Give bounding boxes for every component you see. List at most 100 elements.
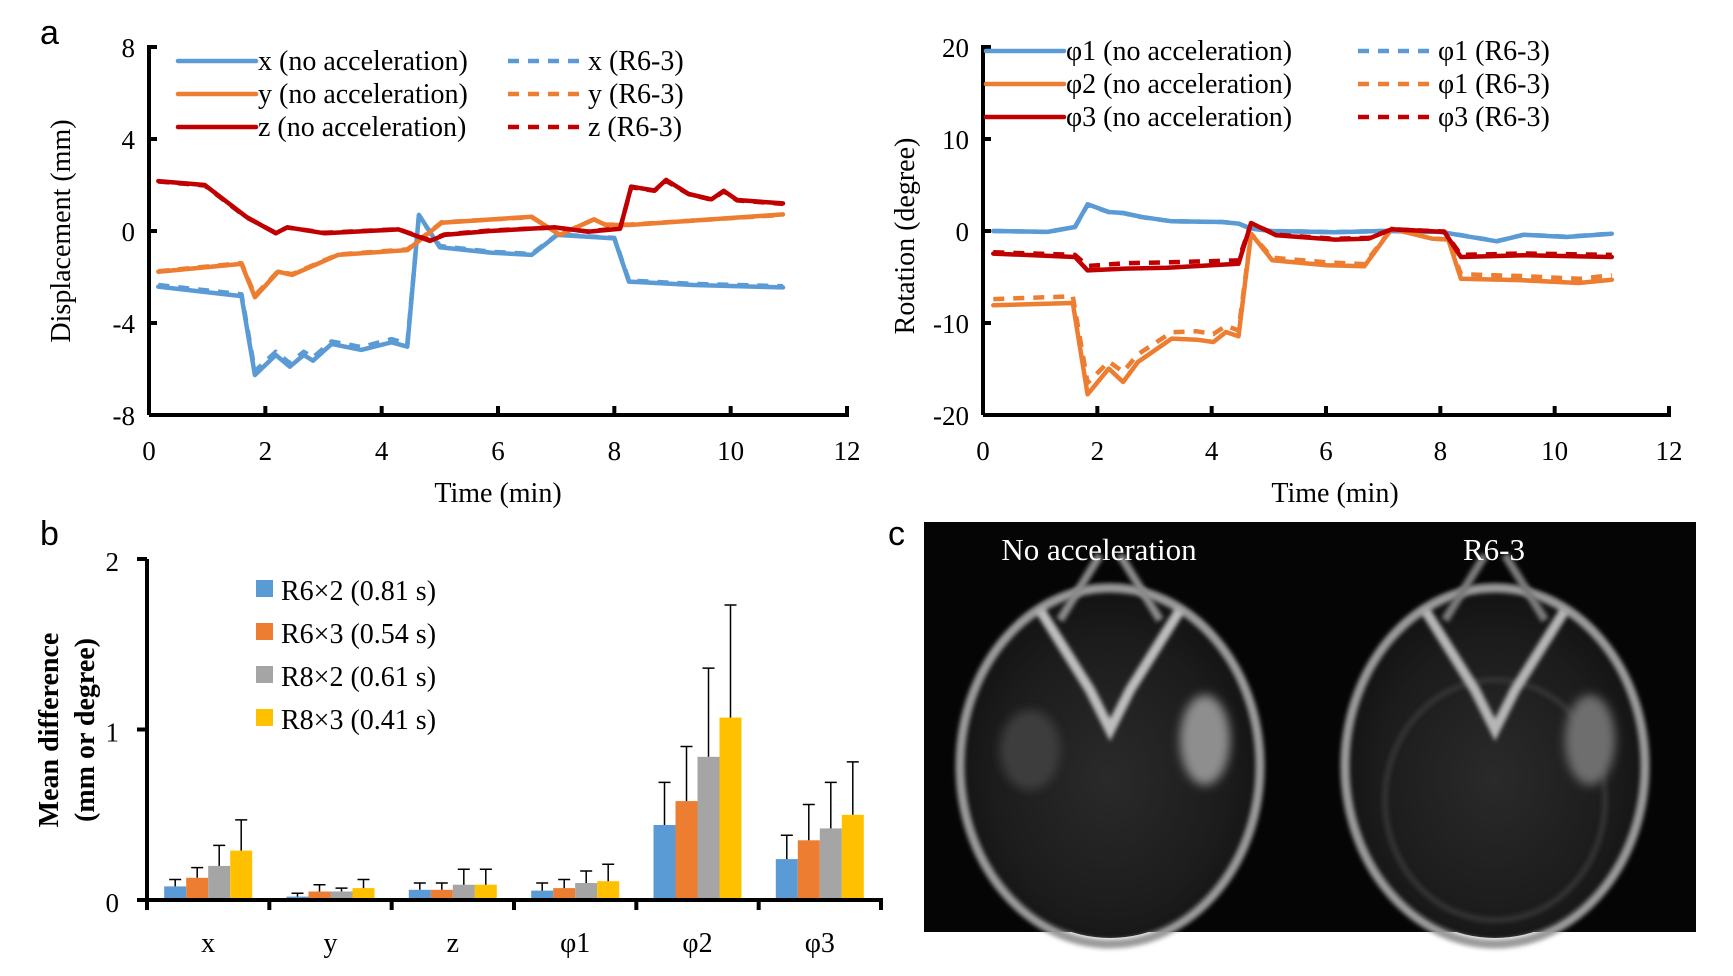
displacement-series-group: [156, 177, 786, 378]
mri-image-r6-3: [1340, 552, 1650, 949]
error-bar-phi2-r8x3-0-41-s: [724, 604, 737, 718]
error-bar-phi2-r8x2-0-61-s: [702, 667, 715, 757]
legend-label: R8×2 (0.61 s): [281, 662, 436, 693]
y-tick-label: 8: [122, 33, 136, 63]
legend-label: y (R6-3): [588, 79, 684, 110]
legend-label: R8×3 (0.41 s): [281, 705, 436, 736]
rotation-axes: -20 -10 0 10 20 0 2 4 6 8 10 12: [933, 33, 1683, 466]
bar-phi2-r6x2-0-81-s: [653, 825, 676, 900]
bar-z-r8x2-0-61-s: [452, 884, 475, 900]
error-bar-z-r8x3-0-41-s: [479, 868, 492, 885]
series-line-y-r6-3-dashed: [158, 212, 784, 298]
rotation-series-group: [991, 202, 1615, 397]
error-bar-x-r8x2-0-61-s: [213, 844, 226, 866]
skull-outline: [955, 583, 1265, 949]
legend-item-phi3-r6-3-dashed: φ3 (R6-3): [1358, 102, 1550, 133]
legend-item-phi1-r6-3-dashed: φ1 (R6-3): [1358, 36, 1550, 67]
displacement-chart: -8 -4 0 4 8 0 2 4 6 8 10 12 x (no acceleration) x (R…: [46, 33, 861, 509]
bar-phi1-r8x2-0-61-s: [575, 883, 598, 900]
legend-swatch: [256, 666, 273, 683]
legend-swatch: [256, 709, 273, 726]
mri-label-r6-3: R6-3: [1463, 532, 1525, 567]
x-tick-label: 12: [1656, 436, 1683, 466]
bar-phi2-r8x2-0-61-s: [697, 756, 720, 900]
legend-label: z (R6-3): [588, 112, 682, 143]
bar-group-phi2: [653, 604, 742, 900]
bar-phi3-r6x3-0-54-s: [797, 840, 820, 900]
legend-item-r8x2-0-61-s: R8×2 (0.61 s): [256, 662, 436, 693]
bar-y-r8x3-0-41-s: [352, 888, 375, 900]
legend-item-r6x2-0-81-s: R6×2 (0.81 s): [256, 576, 436, 607]
category-label-phi3: φ3: [805, 928, 835, 959]
bar-phi1-r6x3-0-54-s: [553, 888, 576, 900]
legend-item-x-r6-3-dashed: x (R6-3): [508, 46, 684, 77]
bar-group-phi3: [775, 761, 864, 901]
error-bar-z-r8x2-0-61-s: [457, 868, 470, 885]
legend-label: R6×3 (0.54 s): [281, 619, 436, 650]
panel-label-c: c: [888, 515, 905, 553]
error-bar-phi2-r6x3-0-54-s: [680, 745, 693, 802]
y-tick-label: 4: [122, 125, 136, 155]
x-tick-label: 8: [608, 436, 622, 466]
series-line-phi3-r6-3-dashed: [993, 220, 1612, 269]
x-tick-label: 10: [717, 436, 744, 466]
displacement-axes: -8 -4 0 4 8 0 2 4 6 8 10 12: [113, 33, 861, 466]
series-line-z-no-acceleration: [156, 177, 786, 244]
rotation-x-axis-title: Time (min): [1271, 478, 1398, 509]
x-tick-label: 10: [1541, 436, 1568, 466]
panel-label-b: b: [40, 515, 59, 553]
bar-phi1-r6x2-0-81-s: [531, 890, 554, 900]
legend-swatch: [256, 580, 273, 597]
x-tick-label: 6: [491, 436, 505, 466]
category-label-phi2: φ2: [682, 928, 712, 959]
error-bar-y-r8x3-0-41-s: [357, 878, 370, 889]
legend-label: z (no acceleration): [258, 112, 466, 143]
displacement-legend: x (no acceleration) x (R6-3) y (no acceler…: [175, 46, 684, 143]
x-tick-label: 8: [1434, 436, 1448, 466]
bar-group-y: [286, 878, 375, 900]
legend-item-phi1-no-acceleration: φ1 (no acceleration): [983, 36, 1292, 67]
mri-images-panel: No acceleration R6-3: [924, 522, 1696, 949]
x-tick-label: 6: [1319, 436, 1333, 466]
mean-difference-axes: x y z φ1 φ2 φ3 0 1 2: [106, 547, 883, 959]
x-tick-label: 2: [1091, 436, 1105, 466]
error-bar-z-r6x2-0-81-s: [413, 882, 426, 890]
legend-label: φ3 (no acceleration): [1066, 102, 1292, 133]
mean-difference-y-axis-title-line1: Mean difference: [34, 633, 65, 828]
bar-phi2-r8x3-0-41-s: [719, 717, 742, 900]
series-line-phi2-no-acceleration: [991, 226, 1615, 397]
y-tick-label: 10: [942, 125, 969, 155]
displacement-y-axis-title: Displacement (mm): [46, 119, 77, 342]
error-bar-phi3-r6x3-0-54-s: [802, 803, 815, 841]
category-label-z: z: [447, 928, 459, 959]
y-tick-label: -4: [113, 309, 136, 339]
error-bar-z-r6x3-0-54-s: [435, 882, 448, 890]
legend-label: φ3 (R6-3): [1438, 102, 1550, 133]
mean-difference-bars: [164, 604, 864, 901]
legend-label: φ1 (R6-3): [1438, 36, 1550, 67]
bar-group-phi1: [531, 863, 620, 900]
bar-phi3-r8x2-0-61-s: [819, 828, 842, 900]
bar-phi1-r8x3-0-41-s: [597, 881, 620, 900]
mri-label-no-acceleration: No acceleration: [1001, 532, 1197, 567]
bar-z-r6x3-0-54-s: [430, 889, 453, 900]
series-line-phi1-r6-3-dashed: [993, 202, 1612, 244]
legend-label: x (R6-3): [588, 46, 684, 77]
gray-region: [1000, 710, 1060, 790]
x-tick-label: 0: [976, 436, 990, 466]
brain-tissue: [1345, 582, 1645, 938]
rotation-y-axis-title: Rotation (degree): [890, 138, 921, 335]
y-tick-label: 2: [106, 547, 120, 577]
nasal-structures: [1441, 552, 1549, 623]
legend-label: y (no acceleration): [258, 79, 468, 110]
orbital-structures: [1420, 607, 1570, 742]
bar-group-z: [408, 868, 497, 900]
error-bar-y-r6x3-0-54-s: [313, 883, 326, 892]
y-tick-label: -10: [933, 309, 969, 339]
y-tick-label: 1: [106, 718, 120, 748]
orbital-structures: [1035, 607, 1185, 742]
category-label-phi1: φ1: [560, 928, 590, 959]
legend-item-z-no-acceleration: z (no acceleration): [175, 112, 466, 143]
